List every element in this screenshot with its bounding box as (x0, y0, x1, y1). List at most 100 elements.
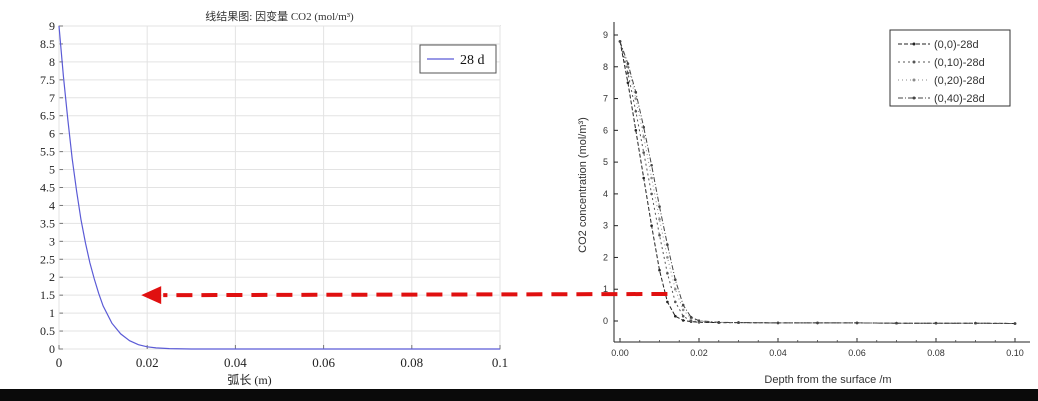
right-series-3-point (816, 321, 819, 325)
right-series-3-point (776, 321, 780, 325)
right-series-3-point (974, 321, 977, 325)
right-x-tick-label: 0.00 (611, 348, 629, 358)
right-series-2-point (666, 256, 669, 259)
left-y-tick-label: 7.5 (40, 73, 55, 87)
right-series-2-point (658, 218, 661, 221)
left-x-tick-label: 0.06 (312, 355, 335, 370)
right-series-3-point (626, 62, 630, 65)
right-y-tick-label: 5 (603, 157, 608, 167)
right-y-tick-label: 1 (603, 284, 608, 294)
right-legend-label: (0,0)-28d (934, 39, 979, 51)
right-legend-marker (912, 78, 916, 82)
right-series-3-point (934, 321, 938, 325)
right-x-tick-label: 0.02 (690, 348, 708, 358)
right-series-line-3 (619, 41, 1016, 324)
right-series-2-point (681, 308, 685, 312)
right-series-0-point (634, 129, 638, 132)
right-series-3-point (737, 321, 740, 324)
right-x-tick-label: 0.04 (769, 348, 787, 358)
right-series-1-point (650, 192, 653, 196)
left-y-tick-label: 3 (49, 234, 55, 248)
left-x-tick-label: 0 (56, 355, 63, 370)
left-y-tick-label: 1.5 (40, 288, 55, 302)
left-y-tick-label: 7 (49, 91, 55, 105)
left-y-tick-label: 8 (49, 55, 55, 69)
right-series-1-point (634, 110, 638, 113)
right-series-3-point (895, 321, 898, 325)
right-y-tick-label: 6 (603, 125, 608, 135)
right-series-3-point (650, 164, 653, 167)
bottom-black-bar (0, 389, 1038, 401)
left-y-tick-label: 5.5 (40, 145, 55, 159)
right-series-0-point (650, 224, 653, 227)
right-series-1-point (666, 272, 669, 275)
left-y-tick-label: 2.5 (40, 252, 55, 266)
right-series-3-point (642, 125, 645, 129)
right-series-2-point (642, 135, 645, 138)
right-x-tick-label: 0.06 (848, 348, 866, 358)
left-y-tick-label: 2 (49, 270, 55, 284)
right-series-3-point (689, 315, 693, 319)
left-x-tick-label: 0.08 (400, 355, 423, 370)
left-legend: 28 d (419, 44, 497, 74)
right-series-3-point (717, 321, 721, 324)
right-series-1-point (658, 233, 661, 237)
right-series-1-point (626, 71, 630, 75)
right-legend-marker (912, 96, 916, 100)
right-series-0-point (626, 81, 630, 84)
left-y-tick-label: 4 (49, 198, 55, 212)
right-series-0-point (674, 314, 677, 318)
right-legend-label: (0,10)-28d (934, 57, 985, 69)
right-x-tick-label: 0.08 (927, 348, 945, 358)
right-y-tick-label: 8 (603, 62, 608, 72)
right-scatter-chart: 0 1 2 3 4 5 6 7 8 9 0.00 0.02 0.04 0.06 0.08 0.10 Depth … (577, 22, 1030, 386)
right-series-3-point (666, 243, 669, 246)
red-dashed-arrow-shaft (163, 291, 668, 298)
right-series-1-point (642, 151, 645, 154)
left-line-chart: 线结果图: 因变量 CO2 (mol/m³) 0 0.5 1 1.5 2 2.5 3 3.5 4 4… (40, 9, 508, 387)
left-y-tick-label: 5 (49, 163, 55, 177)
right-series-3-point (674, 278, 677, 282)
right-y-tick-label: 4 (603, 189, 608, 199)
right-series-3-point (618, 40, 622, 43)
left-y-tick-label: 0 (49, 342, 55, 356)
right-series-0-point (658, 268, 661, 272)
left-series-line-0 (58, 25, 500, 350)
right-series-3-point (681, 303, 685, 307)
right-series-2-point (650, 176, 653, 180)
right-series-1-point (689, 319, 693, 323)
left-y-tick-label: 8.5 (40, 37, 55, 51)
right-x-axis-label: Depth from the surface /m (764, 374, 891, 386)
red-arrow-head (141, 286, 162, 305)
right-y-tick-label: 0 (603, 316, 608, 326)
right-series-3-point (697, 319, 701, 323)
left-y-tick-label: 6 (49, 127, 55, 141)
right-x-tick-label: 0.10 (1006, 348, 1024, 358)
left-x-tick-label: 0.04 (224, 355, 247, 370)
right-series-1-point (674, 300, 677, 304)
left-x-tick-label: 0.02 (136, 355, 159, 370)
right-legend-box (889, 29, 1011, 107)
left-y-tick-label: 1 (49, 306, 55, 320)
right-legend-label: (0,40)-28d (934, 93, 985, 105)
right-legend-marker (912, 60, 916, 64)
right-series-2-point (634, 97, 638, 100)
right-y-tick-label: 2 (603, 252, 608, 262)
left-y-tick-label: 6.5 (40, 109, 55, 123)
right-series-0-point (681, 319, 685, 322)
right-series-3-point (658, 205, 661, 208)
right-series-2-point (674, 287, 677, 291)
left-y-tick-label: 0.5 (40, 324, 55, 338)
right-series-0-point (666, 300, 669, 304)
left-chart-title: 线结果图: 因变量 CO2 (mol/m³) (205, 9, 354, 23)
left-x-tick-label: 0.1 (492, 355, 508, 370)
right-y-tick-label: 9 (603, 30, 608, 40)
left-legend-label: 28 d (460, 53, 485, 68)
left-y-tick-label: 9 (49, 19, 55, 33)
right-series-3-point (855, 321, 859, 325)
right-series-3-point (634, 90, 638, 94)
right-legend: (0,0)-28d (0,10)-28d (0,20)-28d (0,40)-28d (889, 29, 1011, 107)
right-y-tick-label: 7 (603, 94, 608, 104)
left-x-axis-label: 弧长 (m) (227, 373, 271, 387)
